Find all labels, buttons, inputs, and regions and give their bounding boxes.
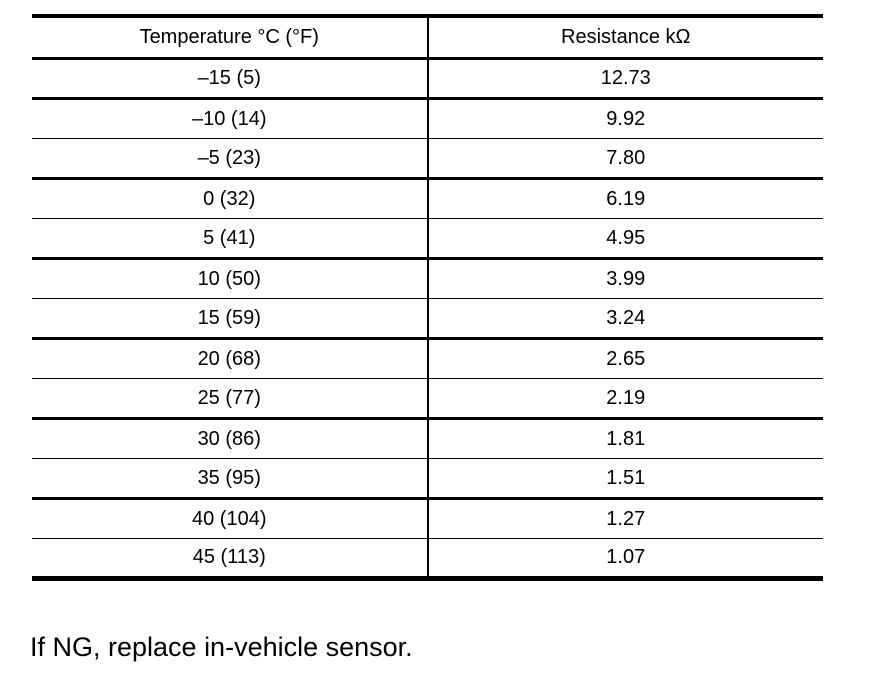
resistance-table: Temperature °C (°F) Resistance kΩ –15 (5… xyxy=(32,14,823,581)
table-row: 5 (41) 4.95 xyxy=(32,218,823,260)
table-row: 35 (95) 1.51 xyxy=(32,458,823,500)
resistance-cell: 1.51 xyxy=(427,458,823,500)
temperature-cell: 35 (95) xyxy=(32,458,429,500)
table-row: 40 (104) 1.27 xyxy=(32,498,823,539)
table-row: 10 (50) 3.99 xyxy=(32,258,823,299)
table-body: –15 (5) 12.73 –10 (14) 9.92 –5 (23) 7.80 0 (32… xyxy=(32,58,823,580)
resistance-cell: 3.24 xyxy=(427,298,823,340)
table-row: –10 (14) 9.92 xyxy=(32,98,823,139)
resistance-cell: 6.19 xyxy=(427,178,823,219)
temperature-cell: 40 (104) xyxy=(32,498,429,539)
resistance-cell: 2.19 xyxy=(427,378,823,420)
temperature-cell: 15 (59) xyxy=(32,298,429,340)
table-row: 20 (68) 2.65 xyxy=(32,338,823,379)
temperature-cell: 0 (32) xyxy=(32,178,429,219)
temperature-cell: 10 (50) xyxy=(32,258,429,299)
table-row: 30 (86) 1.81 xyxy=(32,418,823,459)
table-row: 25 (77) 2.19 xyxy=(32,378,823,420)
temperature-cell: –10 (14) xyxy=(32,98,429,139)
resistance-cell: 1.27 xyxy=(427,498,823,539)
table-row: –5 (23) 7.80 xyxy=(32,138,823,180)
resistance-cell: 3.99 xyxy=(427,258,823,299)
resistance-cell: 7.80 xyxy=(427,138,823,180)
temperature-cell: 25 (77) xyxy=(32,378,429,420)
temperature-cell: 5 (41) xyxy=(32,218,429,260)
table-row: 15 (59) 3.24 xyxy=(32,298,823,340)
resistance-cell: 12.73 xyxy=(427,58,823,100)
resistance-cell: 9.92 xyxy=(427,98,823,139)
resistance-column-header: Resistance kΩ xyxy=(427,16,823,60)
table-row: 0 (32) 6.19 xyxy=(32,178,823,219)
footer-note: If NG, replace in-vehicle sensor. xyxy=(30,632,413,662)
resistance-cell: 1.81 xyxy=(427,418,823,459)
resistance-cell: 2.65 xyxy=(427,338,823,379)
temperature-cell: –15 (5) xyxy=(32,58,429,100)
temperature-cell: 20 (68) xyxy=(32,338,429,379)
table-header-row: Temperature °C (°F) Resistance kΩ xyxy=(32,16,823,60)
table-row: –15 (5) 12.73 xyxy=(32,58,823,100)
resistance-cell: 1.07 xyxy=(427,538,823,580)
temperature-cell: 30 (86) xyxy=(32,418,429,459)
table-head: Temperature °C (°F) Resistance kΩ xyxy=(32,16,823,60)
temperature-column-header: Temperature °C (°F) xyxy=(32,16,429,60)
temperature-cell: –5 (23) xyxy=(32,138,429,180)
resistance-cell: 4.95 xyxy=(427,218,823,260)
temperature-cell: 45 (113) xyxy=(32,538,429,580)
table-row: 45 (113) 1.07 xyxy=(32,538,823,580)
